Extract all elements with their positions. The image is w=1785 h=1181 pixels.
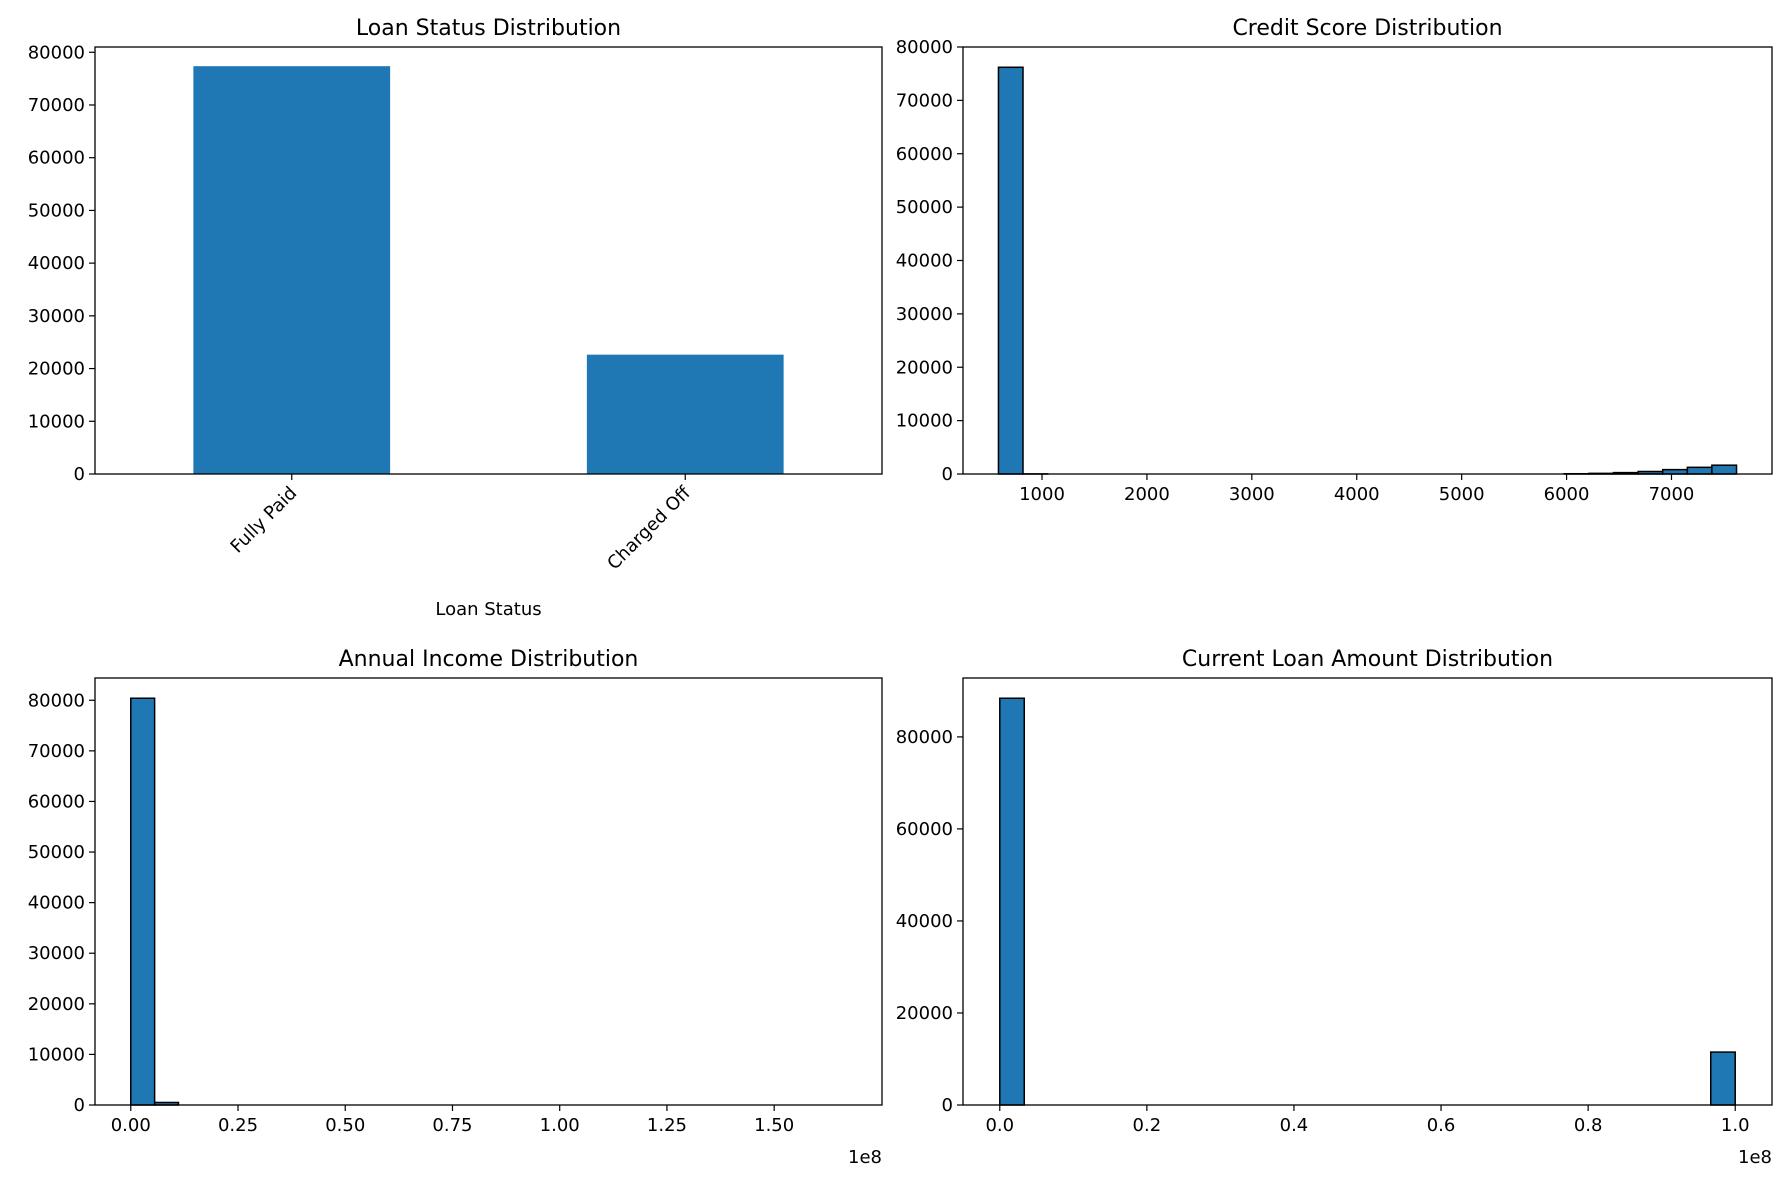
credit-score-subplot: Credit Score Distribution 1000 2000 3000 400… bbox=[896, 16, 1773, 505]
annual-income-ytick-label: 30000 bbox=[28, 943, 85, 964]
loan-status-ytick-label: 0 bbox=[74, 464, 85, 485]
loan-status-ytick-label: 20000 bbox=[28, 359, 85, 380]
credit-score-ytick-label: 50000 bbox=[896, 197, 953, 218]
loan-status-ytick-label: 30000 bbox=[28, 306, 85, 327]
credit-score-xtick-label: 2000 bbox=[1124, 484, 1170, 505]
annual-income-xtick-label: 1.50 bbox=[754, 1115, 794, 1136]
loan-amount-xtick-label: 0.4 bbox=[1280, 1115, 1309, 1136]
loan-amount-xaxis-offset: 1e8 bbox=[1738, 1147, 1772, 1168]
loan-amount-xtick-label: 0.2 bbox=[1133, 1115, 1162, 1136]
credit-score-xtick-label: 7000 bbox=[1649, 484, 1695, 505]
annual-income-xtick-label: 0.75 bbox=[432, 1115, 472, 1136]
loan-amount-ytick-label: 20000 bbox=[896, 1003, 953, 1024]
credit-score-xtick-label: 6000 bbox=[1544, 484, 1590, 505]
credit-score-hist-bar bbox=[1686, 466, 1713, 475]
credit-score-ytick-label: 30000 bbox=[896, 304, 953, 325]
loan-amount-ytick-label: 40000 bbox=[896, 911, 953, 932]
annual-income-xtick-label: 0.00 bbox=[111, 1115, 151, 1136]
annual-income-xtick-label: 0.50 bbox=[325, 1115, 365, 1136]
credit-score-axes-frame bbox=[962, 46, 1773, 475]
credit-score-hist-bar bbox=[1711, 464, 1738, 475]
loan-status-title: Loan Status Distribution bbox=[356, 16, 621, 41]
loan-amount-ytick-label: 60000 bbox=[896, 819, 953, 840]
annual-income-ytick-label: 10000 bbox=[28, 1044, 85, 1065]
annual-income-ytick-label: 0 bbox=[74, 1095, 85, 1116]
loan-amount-xtick-label: 0.8 bbox=[1574, 1115, 1603, 1136]
annual-income-hist-bar bbox=[130, 697, 156, 1106]
loan-status-ytick-label: 50000 bbox=[28, 200, 85, 221]
loan-amount-xtick-label: 0.6 bbox=[1427, 1115, 1456, 1136]
credit-score-xtick-label: 3000 bbox=[1229, 484, 1275, 505]
loan-amount-subplot: Current Loan Amount Distribution 0.0 0.2 0.… bbox=[896, 647, 1773, 1168]
loan-amount-xtick-label: 1.0 bbox=[1721, 1115, 1750, 1136]
loan-status-bar bbox=[586, 354, 784, 474]
annual-income-xtick-label: 1.25 bbox=[647, 1115, 687, 1136]
credit-score-title: Credit Score Distribution bbox=[1232, 16, 1502, 41]
annual-income-title: Annual Income Distribution bbox=[339, 647, 639, 672]
credit-score-ytick-label: 70000 bbox=[896, 90, 953, 111]
annual-income-ytick-label: 50000 bbox=[28, 842, 85, 863]
loan-amount-axes-frame bbox=[962, 677, 1773, 1106]
loan-status-ytick-label: 70000 bbox=[28, 95, 85, 116]
credit-score-ytick-label: 80000 bbox=[896, 37, 953, 58]
loan-status-ytick-label: 10000 bbox=[28, 411, 85, 432]
loan-amount-hist-bar bbox=[999, 697, 1026, 1106]
annual-income-ytick-label: 70000 bbox=[28, 741, 85, 762]
annual-income-xaxis-offset: 1e8 bbox=[848, 1147, 882, 1168]
credit-score-xtick-label: 5000 bbox=[1439, 484, 1485, 505]
annual-income-ytick-label: 80000 bbox=[28, 690, 85, 711]
loan-status-ytick-label: 80000 bbox=[28, 42, 85, 63]
annual-income-xtick-label: 1.00 bbox=[540, 1115, 580, 1136]
loan-amount-hist-bar bbox=[1709, 1051, 1736, 1106]
annual-income-xtick-label: 0.25 bbox=[218, 1115, 258, 1136]
annual-income-ytick-label: 40000 bbox=[28, 893, 85, 914]
loan-status-xlabel: Loan Status bbox=[435, 599, 541, 620]
credit-score-ytick-label: 20000 bbox=[896, 357, 953, 378]
credit-score-ytick-label: 10000 bbox=[896, 411, 953, 432]
credit-score-xtick-label: 4000 bbox=[1334, 484, 1380, 505]
loan-amount-ytick-label: 80000 bbox=[896, 727, 953, 748]
loan-status-axes-frame bbox=[94, 46, 883, 475]
credit-score-ytick-label: 40000 bbox=[896, 251, 953, 272]
loan-amount-ytick-label: 0 bbox=[942, 1095, 953, 1116]
credit-score-ytick-label: 0 bbox=[942, 464, 953, 485]
annual-income-axes-frame bbox=[94, 677, 883, 1106]
credit-score-hist-bar bbox=[997, 66, 1024, 475]
loan-amount-title: Current Loan Amount Distribution bbox=[1182, 647, 1553, 672]
credit-score-ytick-label: 60000 bbox=[896, 144, 953, 165]
loan-status-ytick-label: 40000 bbox=[28, 253, 85, 274]
annual-income-subplot: Annual Income Distribution 0.00 0.25 0.50 0.… bbox=[28, 647, 883, 1168]
annual-income-ytick-label: 60000 bbox=[28, 791, 85, 812]
credit-score-xtick-label: 1000 bbox=[1019, 484, 1065, 505]
loan-status-bar bbox=[193, 66, 391, 474]
loan-amount-xtick-label: 0.0 bbox=[985, 1115, 1014, 1136]
credit-score-hist-bar bbox=[1661, 468, 1689, 475]
loan-status-ytick-label: 60000 bbox=[28, 148, 85, 169]
annual-income-ytick-label: 20000 bbox=[28, 994, 85, 1015]
